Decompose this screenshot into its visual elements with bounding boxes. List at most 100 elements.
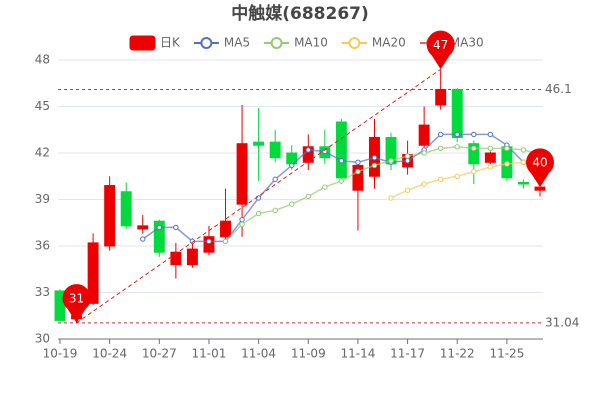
ma-point [140,236,146,242]
ma-point [272,176,278,183]
ma-point [421,150,427,156]
ma-point [156,224,163,231]
candle-body [203,236,215,253]
candle-body [87,242,99,304]
x-tick-label: 11-17 [390,347,425,361]
ma-point [504,161,510,167]
candle-body [418,124,430,146]
ma-point [520,147,527,153]
ma-point [371,162,378,169]
candle-body [435,88,447,106]
chart-title: 中触媒(688267) [231,3,369,24]
ma-point [173,224,179,231]
mark-pin [526,148,554,188]
mark-line-label: 31.04 [545,315,579,329]
ma-point [355,159,361,166]
legend-label: MA10 [294,36,328,50]
candle-body [269,141,281,159]
x-tick-label: 10-27 [142,347,177,361]
y-tick-label: 33 [35,285,50,299]
x-tick-label: 11-25 [489,347,524,361]
ma-point [239,216,245,223]
ma-point [487,131,494,138]
ma-point [454,173,460,179]
ma-point [471,131,477,138]
ma-point [454,131,460,138]
x-tick-label: 11-04 [241,347,276,361]
legend-icon [129,35,156,51]
legend-label: 日K [160,36,181,50]
candle-body [104,185,116,247]
ma-point [404,153,411,159]
x-tick-label: 10-19 [43,347,78,361]
candle-body [484,152,496,163]
ma-point [255,195,262,201]
ma-line [390,160,541,199]
candle-body [220,220,231,238]
ma-point [255,210,262,217]
ma-point [487,164,494,170]
ma-line [224,146,541,242]
ma-point [520,159,527,166]
ma-point [338,158,345,164]
ma-point [222,238,229,245]
candle-body [253,141,265,146]
candle-body [120,191,132,227]
ma-point [421,181,427,187]
y-tick-label: 42 [35,146,50,160]
mark-line-label: 46.1 [545,82,572,96]
ma-point [289,201,295,207]
mark-pin-label: 31 [69,291,84,305]
candle-body [335,121,347,179]
ma-point [338,178,345,184]
trend-line [76,68,441,324]
ma-point [471,145,477,152]
y-tick-label: 39 [35,192,50,206]
ma-point [305,193,311,200]
ma-point [437,131,444,138]
mark-pin-label: 47 [433,38,448,52]
candle-body [236,143,248,205]
y-tick-label: 36 [35,239,50,253]
ma-point [322,184,328,190]
ma-point [454,144,460,150]
legend-label: MA20 [372,36,406,50]
candle-body [186,248,198,266]
ma-point [272,207,278,214]
x-tick-label: 11-22 [440,347,475,361]
ma-point [487,145,494,152]
candle-body [153,220,165,253]
x-tick-label: 10-24 [92,347,127,361]
ma-point [404,158,411,164]
legend-label: MA30 [450,36,484,50]
mark-pin-label: 40 [532,156,547,170]
legend-icon [200,37,213,49]
y-tick-label: 30 [35,332,50,346]
candle-body [468,143,480,165]
ma-point [404,187,411,193]
candle-body [170,251,182,266]
mark-pin [426,30,455,70]
candle-body [534,186,546,191]
legend-label: MA5 [224,36,250,50]
x-tick-label: 11-09 [291,347,326,361]
x-tick-label: 11-14 [340,347,375,361]
ma-point [388,158,394,164]
candle-body [451,88,463,138]
legend-icon [348,37,361,49]
ma-point [437,176,444,183]
legend-icon [270,37,283,49]
ma-point [289,162,295,169]
y-tick-label: 48 [35,53,50,67]
candle-body [137,225,149,230]
ma-point [471,168,477,175]
candle-body [517,181,529,185]
candle-body [352,164,364,191]
mark-pin [62,284,91,323]
ma-point [504,145,510,152]
ma-point [355,168,361,175]
x-tick-label: 11-01 [192,347,227,361]
ma-point [437,145,444,152]
ma-point [239,221,245,228]
